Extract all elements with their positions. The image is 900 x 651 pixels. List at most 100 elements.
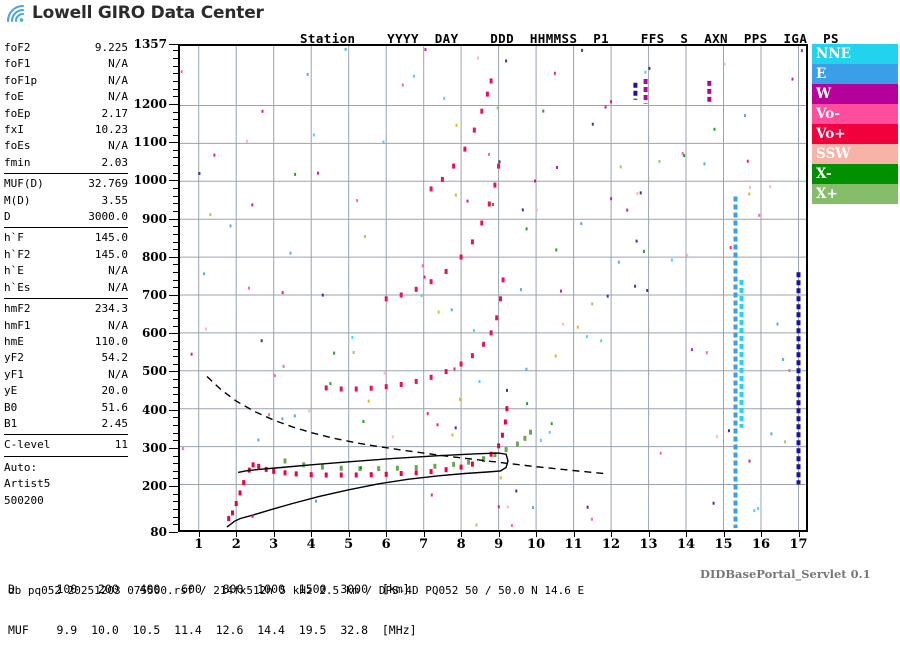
legend-item-vo[interactable]: Vo+: [812, 124, 898, 144]
y-axis: 80 200 300 400 500 600 700 800 900 1000 1100 1200 13…: [128, 37, 178, 539]
param-key: B0: [4, 400, 18, 414]
echo-point: [493, 182, 497, 188]
series-curve: [226, 452, 509, 528]
param-value: 10.23: [94, 123, 128, 137]
y-tick-minor: [173, 493, 178, 495]
divider: [4, 298, 128, 300]
legend-item-x[interactable]: X-: [812, 164, 898, 184]
echo-point: [440, 176, 444, 182]
noise-echo: [248, 286, 250, 290]
x-tick: [536, 532, 538, 537]
echo-point: [444, 369, 448, 375]
echo-point: [459, 254, 463, 260]
noise-echo: [728, 429, 730, 433]
noise-echo: [430, 493, 433, 497]
y-tick-major: [169, 409, 178, 411]
y-tick-major: [169, 103, 178, 105]
y-tick-minor: [173, 501, 178, 503]
legend-item-label: X-: [816, 166, 832, 182]
echo-point: [497, 163, 501, 169]
noise-echo: [437, 310, 440, 314]
echo-point: [444, 467, 448, 473]
echo-point: [294, 471, 298, 477]
echo-point: [384, 384, 388, 390]
noise-echo: [455, 123, 458, 127]
x-tick-label: 17: [789, 537, 808, 552]
noise-echo: [542, 109, 545, 113]
y-tick-major: [169, 447, 178, 449]
noise-echo: [383, 371, 386, 375]
y-tick-minor: [173, 172, 178, 174]
legend-item-nne[interactable]: NNE: [812, 44, 898, 64]
y-tick-major: [169, 486, 178, 488]
x-tick: [461, 532, 463, 537]
echo-point: [470, 239, 474, 245]
param-group-clevel: C-level 11: [4, 437, 128, 453]
y-tick-minor: [173, 302, 178, 304]
noise-echo: [451, 433, 454, 437]
noise-echo: [506, 388, 508, 392]
y-tick-label: 1200: [133, 96, 167, 111]
param-key: D: [4, 210, 11, 224]
y-tick-minor: [173, 188, 178, 190]
y-tick-minor: [173, 417, 178, 419]
bottom-scales: D 100 200 400 600 800 1000 1500 3000 [km…: [8, 556, 417, 651]
noise-echo: [261, 109, 264, 113]
legend-item-ssw[interactable]: SSW: [812, 144, 898, 164]
legend-item-x[interactable]: X+: [812, 184, 898, 204]
param-row: h`E N/A: [4, 263, 128, 279]
param-value: 3000.0: [88, 210, 128, 224]
noise-echo: [260, 339, 263, 343]
noise-echo: [535, 208, 538, 212]
echo-point: [495, 315, 499, 321]
noise-echo: [293, 414, 296, 418]
parameter-panel: foF2 9.225 foF1 N/A foF1p N/A foE N/A foEp 2.17 fx…: [4, 40, 128, 509]
param-key: fxI: [4, 123, 24, 137]
legend-item-w[interactable]: W: [812, 84, 898, 104]
x-tick-label: 12: [602, 537, 621, 552]
echo-point: [231, 510, 234, 516]
x-tick: [348, 532, 350, 537]
legend-item-label: E: [816, 66, 827, 82]
x-tick-label: 11: [564, 537, 583, 552]
noise-echo: [426, 412, 429, 416]
direction-legend[interactable]: NNE E W Vo- Vo+ SSW X- X+: [812, 44, 898, 204]
ionogram-plot[interactable]: [178, 44, 808, 532]
echo-point: [429, 374, 433, 380]
echo-point: [493, 452, 497, 458]
noise-echo: [454, 426, 457, 430]
x-tick: [273, 532, 275, 537]
echo-point: [463, 146, 467, 152]
noise-echo: [488, 152, 490, 156]
y-tick-minor: [173, 119, 178, 121]
noise-echo: [634, 284, 637, 288]
y-tick-minor: [173, 402, 178, 404]
noise-echo: [753, 509, 756, 513]
param-key: hmF2: [4, 302, 31, 316]
x-tick: [723, 532, 725, 537]
param-key: foF1: [4, 57, 31, 71]
y-tick-minor: [173, 478, 178, 480]
param-row: yE 20.0: [4, 383, 128, 399]
noise-echo: [548, 430, 551, 434]
legend-item-e[interactable]: E: [812, 64, 898, 84]
param-row: foE N/A: [4, 89, 128, 105]
y-tick-label: 500: [141, 364, 167, 379]
y-tick-minor: [173, 310, 178, 312]
noise-echo: [585, 335, 588, 339]
y-tick-minor: [173, 126, 178, 128]
legend-item-vo[interactable]: Vo-: [812, 104, 898, 124]
echo-point: [395, 465, 399, 471]
noise-echo: [289, 251, 292, 255]
y-tick-minor: [173, 233, 178, 235]
noise-echo: [510, 524, 513, 527]
noise-echo: [659, 451, 662, 455]
y-tick-minor: [173, 363, 178, 365]
param-value: 51.6: [101, 400, 129, 414]
y-tick-minor: [173, 73, 178, 75]
y-tick-minor: [173, 386, 178, 388]
param-value: N/A: [108, 57, 128, 71]
noise-echo: [800, 49, 803, 53]
ionogram-canvas: [180, 46, 806, 530]
echo-point: [485, 91, 489, 97]
